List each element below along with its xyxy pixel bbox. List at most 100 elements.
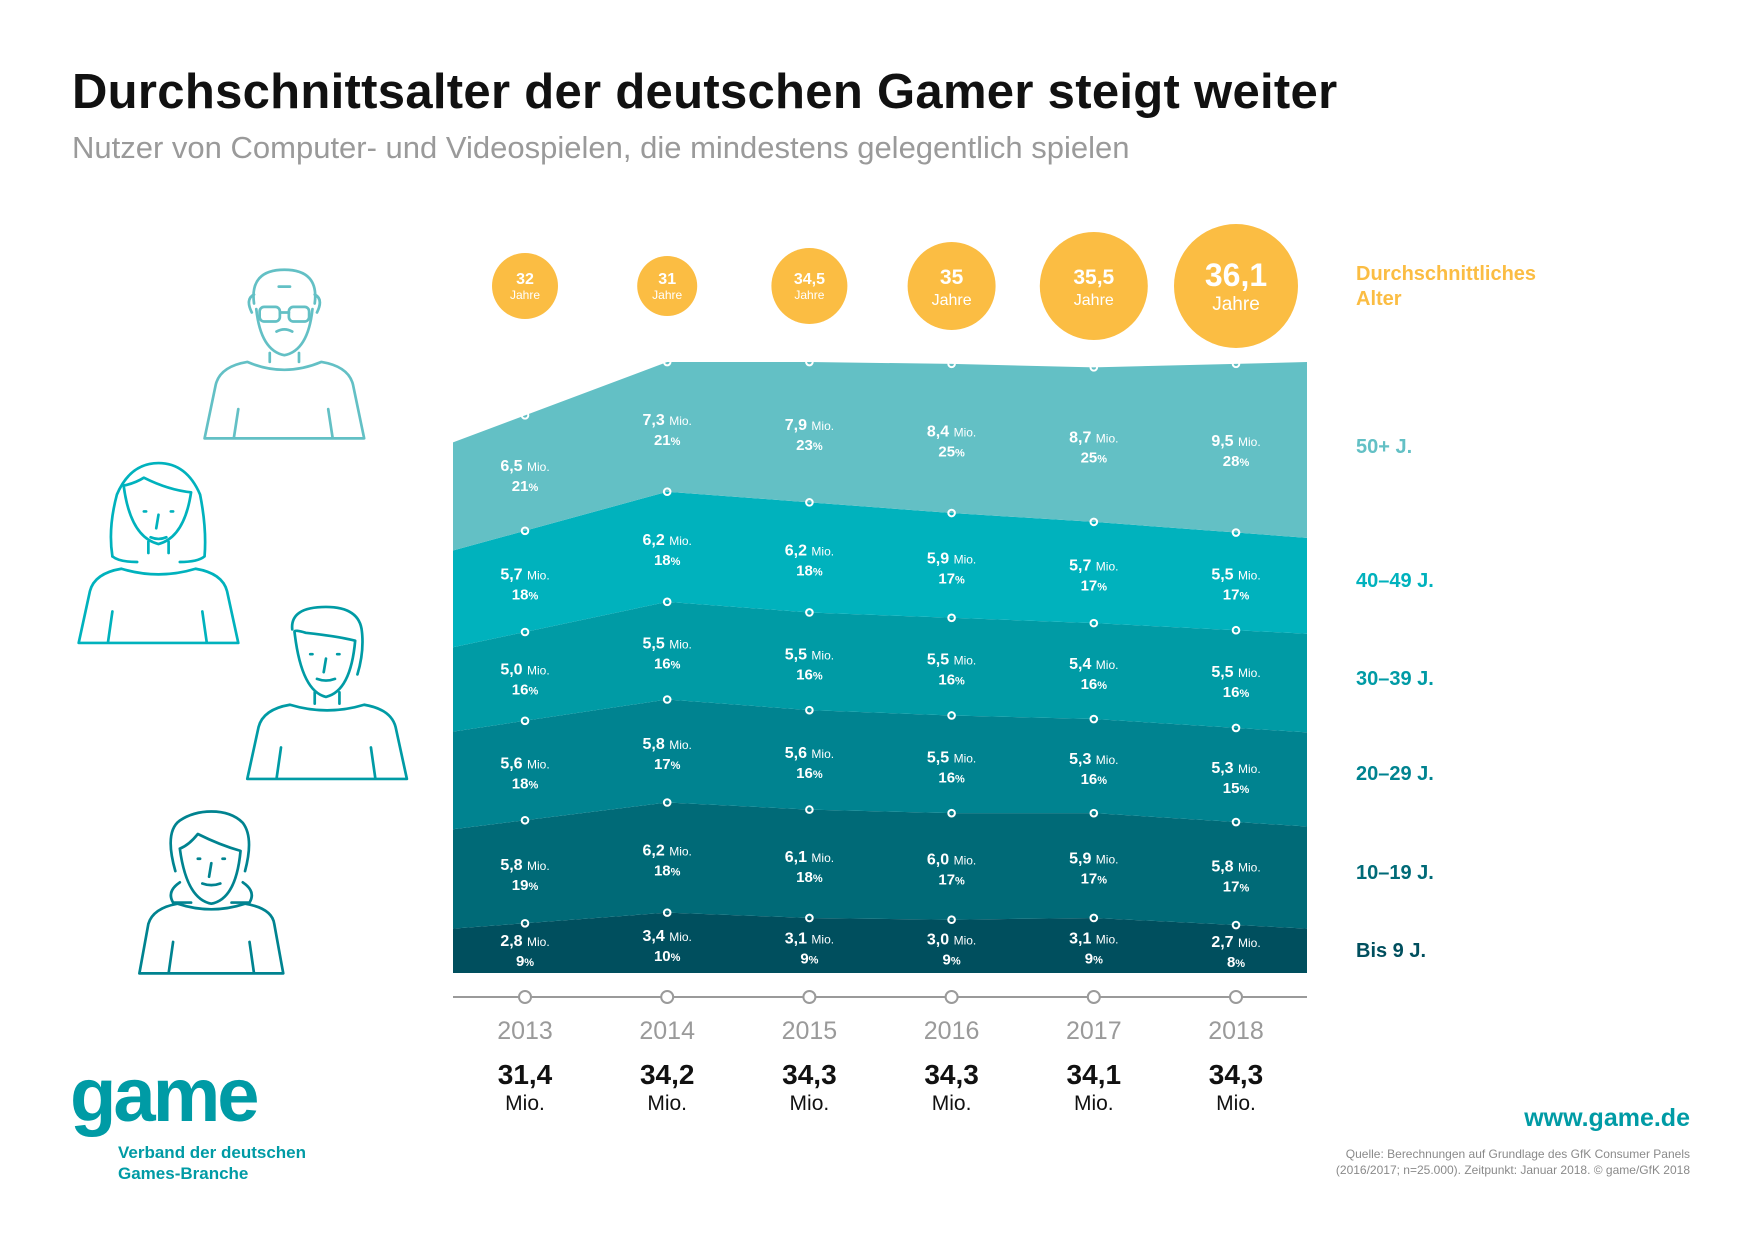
- mio-unit: Mio.: [527, 758, 550, 772]
- percent-sign: %: [955, 676, 965, 688]
- data-point: [1089, 618, 1099, 628]
- mio-unit: Mio.: [954, 751, 977, 765]
- area-layer-3: [453, 601, 1307, 733]
- value-label: 6,0 Mio.: [927, 851, 976, 868]
- percent-label: 16%: [654, 656, 681, 673]
- percent-sign: %: [524, 957, 534, 969]
- percent-label: 18%: [512, 776, 539, 793]
- percent-sign: %: [955, 574, 965, 586]
- value-label: 5,6 Mio.: [500, 756, 549, 773]
- legend-bis-9: Bis 9 J.: [1356, 940, 1427, 962]
- value-label: 6,2 Mio.: [785, 542, 834, 559]
- value-label: 5,7 Mio.: [1069, 558, 1118, 575]
- value-label: 5,3 Mio.: [1211, 760, 1260, 777]
- average-age-bubble: [637, 256, 698, 316]
- value-label: 5,5 Mio.: [927, 652, 976, 669]
- value-label: 3,4 Mio.: [643, 928, 692, 945]
- value-label: 8,4 Mio.: [927, 423, 976, 440]
- data-point: [805, 608, 814, 617]
- percent-label: 21%: [512, 478, 539, 495]
- mio-unit: Mio.: [811, 747, 834, 761]
- website-link[interactable]: www.game.de: [1524, 1104, 1690, 1132]
- average-age-bubble: [1039, 232, 1148, 340]
- legend-50plus: 50+ J.: [1356, 436, 1413, 458]
- percent-sign: %: [528, 881, 538, 893]
- mio-unit: Mio.: [811, 932, 834, 946]
- source-line1: Quelle: Berechnungen auf Grundlage des G…: [1345, 1147, 1690, 1161]
- axis-tick-marker: [518, 990, 532, 1004]
- percent-sign: %: [671, 556, 681, 568]
- percent-sign: %: [671, 760, 681, 772]
- mio-unit: Mio.: [1096, 932, 1119, 946]
- mio-unit: Mio.: [669, 414, 692, 428]
- percent-label: 10%: [654, 948, 681, 965]
- percent-sign: %: [1097, 775, 1107, 787]
- mio-unit: Mio.: [1238, 762, 1261, 776]
- percent-sign: %: [671, 660, 681, 672]
- percent-label: 25%: [1081, 450, 1108, 467]
- percent-label: 17%: [1223, 586, 1250, 603]
- mio-unit: Mio.: [669, 638, 692, 652]
- value-label: 5,9 Mio.: [1069, 851, 1118, 868]
- logo-subtitle-line1: Verband der deutschen: [118, 1143, 306, 1162]
- mio-unit: Mio.: [527, 460, 550, 474]
- data-point: [1089, 517, 1099, 527]
- total-value: 34,3: [782, 1059, 837, 1090]
- value-label: 5,5 Mio.: [1211, 664, 1260, 681]
- legend-average-age: Durchschnittliches Alter: [1356, 262, 1536, 312]
- percent-sign: %: [528, 590, 538, 602]
- value-label: 6,2 Mio.: [643, 532, 692, 549]
- mio-unit: Mio.: [1096, 853, 1119, 867]
- value-label: 6,5 Mio.: [500, 458, 549, 475]
- value-label: 5,3 Mio.: [1069, 751, 1118, 768]
- value-label: 5,5 Mio.: [785, 646, 834, 663]
- data-point: [662, 487, 672, 497]
- total-unit: Mio.: [647, 1092, 687, 1115]
- percent-sign: %: [955, 875, 965, 887]
- value-label: 2,7 Mio.: [1211, 934, 1260, 951]
- percent-sign: %: [1239, 883, 1249, 895]
- mio-unit: Mio.: [1238, 435, 1261, 449]
- data-point: [947, 613, 956, 623]
- mio-unit: Mio.: [1238, 568, 1261, 582]
- average-age-unit: Jahre: [1074, 292, 1114, 309]
- percent-sign: %: [813, 873, 823, 885]
- data-point: [1231, 625, 1241, 635]
- percent-label: 15%: [1223, 780, 1250, 797]
- total-value: 34,3: [1209, 1059, 1264, 1090]
- percent-label: 17%: [1223, 879, 1250, 896]
- average-age-unit: Jahre: [932, 292, 972, 309]
- data-point: [947, 508, 956, 518]
- value-label: 7,9 Mio.: [785, 417, 834, 434]
- data-point: [805, 498, 814, 507]
- legend-average-age-line2: Alter: [1356, 288, 1402, 310]
- page-subtitle: Nutzer von Computer- und Videospielen, d…: [72, 130, 1130, 165]
- mio-unit: Mio.: [811, 851, 834, 865]
- mio-unit: Mio.: [669, 845, 692, 859]
- percent-sign: %: [1097, 454, 1107, 466]
- percent-label: 18%: [654, 863, 681, 880]
- data-point: [1231, 920, 1241, 930]
- total-unit: Mio.: [505, 1092, 545, 1115]
- data-point: [662, 695, 672, 704]
- axis-tick-marker: [1086, 990, 1101, 1004]
- percent-sign: %: [951, 955, 961, 967]
- percent-label: 25%: [938, 443, 965, 460]
- girl-person-icon: [138, 810, 285, 975]
- total-unit: Mio.: [932, 1092, 972, 1115]
- data-point: [947, 711, 956, 720]
- axis-tick-marker: [1229, 990, 1243, 1004]
- data-point: [520, 526, 530, 536]
- value-label: 5,5 Mio.: [643, 636, 692, 653]
- percent-sign: %: [813, 769, 823, 781]
- total-value: 34,3: [924, 1059, 979, 1090]
- legend-40-49: 40–49 J.: [1356, 570, 1434, 592]
- mio-unit: Mio.: [669, 930, 692, 944]
- data-point: [947, 808, 956, 818]
- x-tick-label: 2013: [497, 1017, 553, 1045]
- percent-label: 8%: [1227, 954, 1245, 971]
- game-logo: game: [70, 1053, 260, 1138]
- mio-unit: Mio.: [1238, 861, 1261, 875]
- percent-label: 16%: [1081, 676, 1108, 693]
- average-age-bubble: [1174, 224, 1298, 348]
